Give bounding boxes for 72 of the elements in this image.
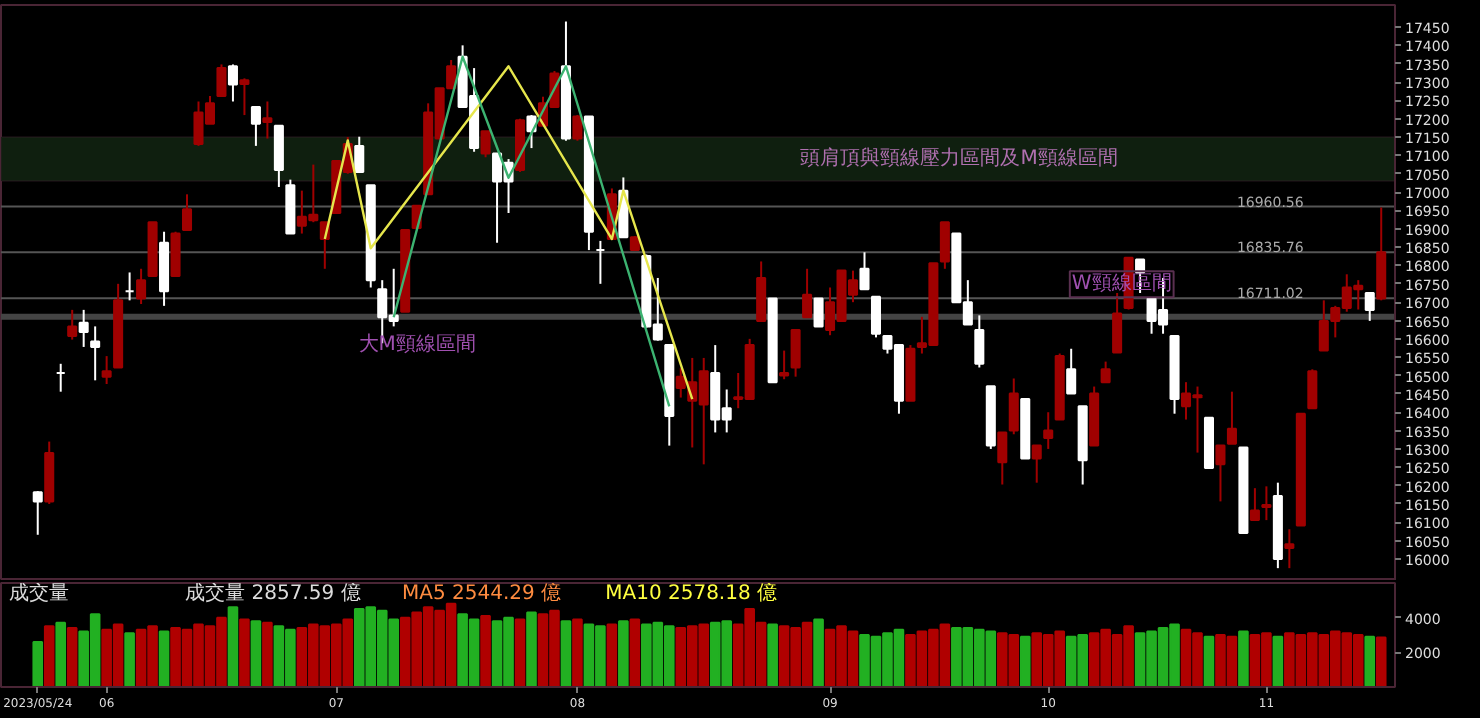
bar — [124, 632, 135, 687]
candlestick — [90, 325, 101, 382]
annotation: MA5 2544.29 億 — [401, 581, 562, 605]
bar — [227, 606, 239, 687]
bar — [1364, 635, 1376, 687]
candlestick — [170, 230, 181, 278]
candlestick — [859, 251, 870, 291]
candlestick — [802, 267, 813, 319]
candlestick — [1307, 368, 1318, 410]
band-label: 頭肩頂與頸線壓力區間及M頸線區間 — [800, 146, 1118, 171]
candlestick — [354, 135, 365, 173]
candlestick — [756, 260, 767, 322]
candlestick — [262, 100, 273, 140]
candlestick — [870, 295, 881, 339]
bar — [158, 630, 170, 687]
candlestick — [974, 314, 985, 369]
candlestick — [526, 114, 537, 150]
bar — [560, 620, 572, 687]
candlestick — [67, 308, 78, 341]
candlestick — [790, 329, 801, 378]
candlestick — [1284, 528, 1295, 570]
candlestick — [1226, 390, 1237, 445]
candlestick — [1215, 444, 1226, 503]
bar — [1238, 630, 1249, 687]
candlestick — [1376, 206, 1387, 302]
candlestick — [216, 63, 227, 97]
candlestick — [273, 124, 284, 188]
bar — [43, 625, 55, 687]
candlestick — [239, 77, 250, 117]
bar — [250, 620, 262, 687]
bar — [526, 611, 537, 687]
bar — [480, 614, 491, 687]
candlestick — [1112, 292, 1123, 354]
candlestick — [813, 297, 824, 328]
candlestick — [78, 308, 89, 348]
bar — [813, 618, 824, 687]
bar — [1272, 635, 1284, 687]
bar — [629, 618, 641, 687]
candlestick — [1100, 360, 1111, 384]
candlestick — [250, 105, 261, 147]
candlestick — [572, 114, 583, 142]
candlestick — [1043, 411, 1054, 450]
candlestick — [1008, 377, 1019, 436]
candlestick — [1249, 487, 1260, 522]
candlestick — [1364, 292, 1375, 322]
bar — [606, 623, 618, 687]
bar — [618, 620, 629, 687]
bar — [572, 618, 583, 687]
candlestick — [136, 267, 147, 306]
bar — [767, 623, 778, 687]
candlestick — [1031, 444, 1042, 484]
bar — [1375, 636, 1387, 687]
candlestick — [32, 490, 43, 536]
candlestick — [1066, 347, 1077, 395]
bar — [55, 621, 67, 687]
candlestick — [182, 193, 193, 231]
candlestick — [779, 349, 790, 381]
candlestick — [1261, 485, 1272, 522]
candlestick — [101, 355, 112, 385]
bar — [1203, 635, 1215, 687]
bar — [262, 621, 273, 687]
bar — [514, 618, 526, 687]
annotation: MA10 2578.18 億 — [605, 581, 778, 605]
candlestick — [997, 431, 1008, 486]
candlestick — [480, 130, 491, 159]
bar — [239, 618, 250, 687]
annotation: 大M頸線區間 — [358, 331, 476, 356]
bar — [1019, 635, 1031, 687]
bar — [32, 640, 44, 687]
bar — [66, 627, 78, 687]
candlestick — [227, 63, 238, 103]
candlestick — [939, 221, 950, 270]
